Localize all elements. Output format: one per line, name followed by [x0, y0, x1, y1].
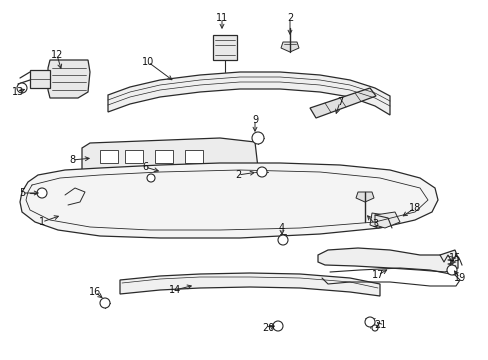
- Circle shape: [17, 83, 27, 93]
- Text: 21: 21: [373, 320, 386, 330]
- Polygon shape: [374, 212, 399, 228]
- Text: 8: 8: [69, 155, 75, 165]
- Text: 18: 18: [408, 203, 420, 213]
- Text: 7: 7: [336, 97, 343, 107]
- Text: 10: 10: [142, 57, 154, 67]
- Text: 19: 19: [453, 273, 465, 283]
- Text: 2: 2: [234, 170, 241, 180]
- Circle shape: [272, 321, 283, 331]
- Polygon shape: [48, 60, 90, 98]
- Polygon shape: [100, 150, 118, 163]
- Polygon shape: [120, 273, 379, 296]
- Text: 2: 2: [286, 13, 292, 23]
- Text: 9: 9: [251, 115, 258, 125]
- Circle shape: [100, 298, 110, 308]
- Polygon shape: [355, 192, 373, 202]
- Circle shape: [37, 188, 47, 198]
- Text: 13: 13: [12, 87, 24, 97]
- Text: 15: 15: [448, 253, 460, 263]
- Polygon shape: [82, 138, 258, 175]
- Text: 12: 12: [51, 50, 63, 60]
- Polygon shape: [140, 172, 162, 183]
- Circle shape: [364, 317, 374, 327]
- Circle shape: [257, 167, 266, 177]
- Text: 4: 4: [278, 223, 285, 233]
- Polygon shape: [184, 150, 203, 163]
- Polygon shape: [281, 42, 298, 52]
- Text: 6: 6: [142, 162, 148, 172]
- Circle shape: [278, 235, 287, 245]
- Polygon shape: [20, 163, 437, 238]
- Polygon shape: [369, 213, 387, 228]
- Polygon shape: [108, 72, 389, 115]
- Polygon shape: [82, 165, 258, 180]
- Text: 14: 14: [168, 285, 181, 295]
- Polygon shape: [213, 35, 237, 60]
- Circle shape: [147, 174, 155, 182]
- Text: 1: 1: [39, 217, 45, 227]
- Circle shape: [371, 325, 377, 331]
- Polygon shape: [30, 70, 50, 88]
- Text: 5: 5: [19, 188, 25, 198]
- Text: 16: 16: [89, 287, 101, 297]
- Text: 17: 17: [371, 270, 384, 280]
- Circle shape: [446, 265, 456, 275]
- Text: 11: 11: [215, 13, 228, 23]
- Polygon shape: [309, 88, 375, 118]
- Text: 3: 3: [371, 219, 377, 229]
- Text: 20: 20: [261, 323, 274, 333]
- Polygon shape: [125, 150, 142, 163]
- Polygon shape: [155, 150, 173, 163]
- Polygon shape: [317, 248, 457, 272]
- Circle shape: [251, 132, 264, 144]
